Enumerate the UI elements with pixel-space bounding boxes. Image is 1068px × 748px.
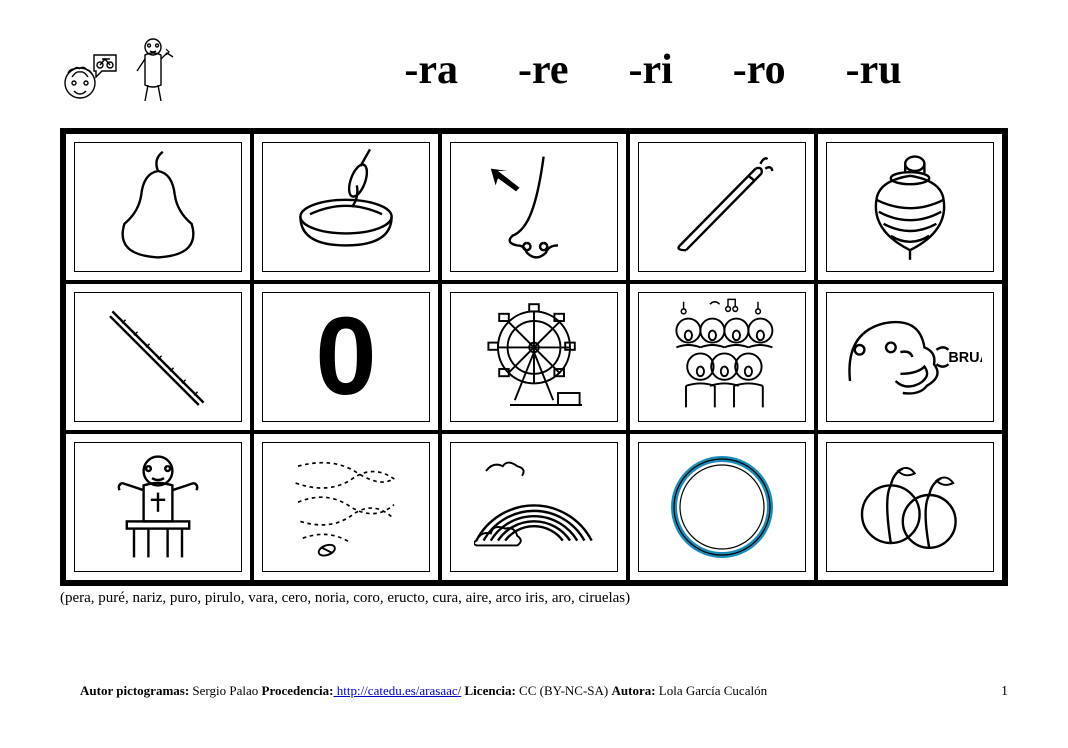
puree-icon [286,147,406,267]
label: Procedencia: [262,683,334,698]
source-link[interactable]: http://catedu.es/arasaac/ [333,683,461,698]
value: Sergio Palao [189,683,261,698]
nose-icon [474,147,594,267]
plums-icon [850,447,970,567]
cell-eructo: BRUAH!! [816,282,1004,432]
syllable: -ri [628,46,672,94]
pear-icon [98,147,218,267]
label: Autor pictogramas: [80,683,189,698]
cell-cero: 0 [252,282,440,432]
body-icon [128,35,178,105]
ferris-wheel-icon [474,297,594,417]
cell-pirulo [816,132,1004,282]
cell-nariz [440,132,628,282]
cell-aro [628,432,816,582]
syllable: -ra [404,46,458,94]
cell-puro [628,132,816,282]
pictogram-grid: 0 [60,128,1008,586]
syllable-header: -ra -re -ri -ro -ru [298,46,1008,94]
syllable: -re [518,46,569,94]
header: -ra -re -ri -ro -ru [60,20,1008,120]
burp-icon: BRUAH!! [838,297,982,417]
syllable: -ro [733,46,786,94]
worksheet-page: -ra -re -ri -ro -ru [0,0,1068,748]
priest-icon [98,447,218,567]
zero-digit: 0 [315,302,376,412]
credits: Autor pictogramas: Sergio Palao Proceden… [80,683,767,699]
cell-arco-iris [440,432,628,582]
speak-icon [60,45,120,105]
rainbow-icon [474,447,594,567]
value: Lola García Cucalón [656,683,768,698]
cell-coro [628,282,816,432]
cell-aire [252,432,440,582]
choir-icon [662,297,782,417]
cell-vara [64,282,252,432]
label: Licencia: [465,683,516,698]
value: CC (BY-NC-SA) [516,683,612,698]
cell-noria [440,282,628,432]
cigar-icon [662,147,782,267]
label: Autora: [612,683,656,698]
word-list-caption: (pera, puré, nariz, puro, pirulo, vara, … [60,590,1008,607]
wind-icon [286,447,406,567]
hoop-icon [662,447,782,567]
cell-pure [252,132,440,282]
page-number: 1 [1001,684,1008,700]
footer: Autor pictogramas: Sergio Palao Proceden… [80,683,1008,700]
stick-icon [98,297,218,417]
header-pictograms [60,35,178,105]
cell-ciruelas [816,432,1004,582]
cell-pera [64,132,252,282]
syllable: -ru [846,46,902,94]
bruah-text: BRUAH!! [948,350,982,366]
spinning-top-icon [850,147,970,267]
cell-cura [64,432,252,582]
